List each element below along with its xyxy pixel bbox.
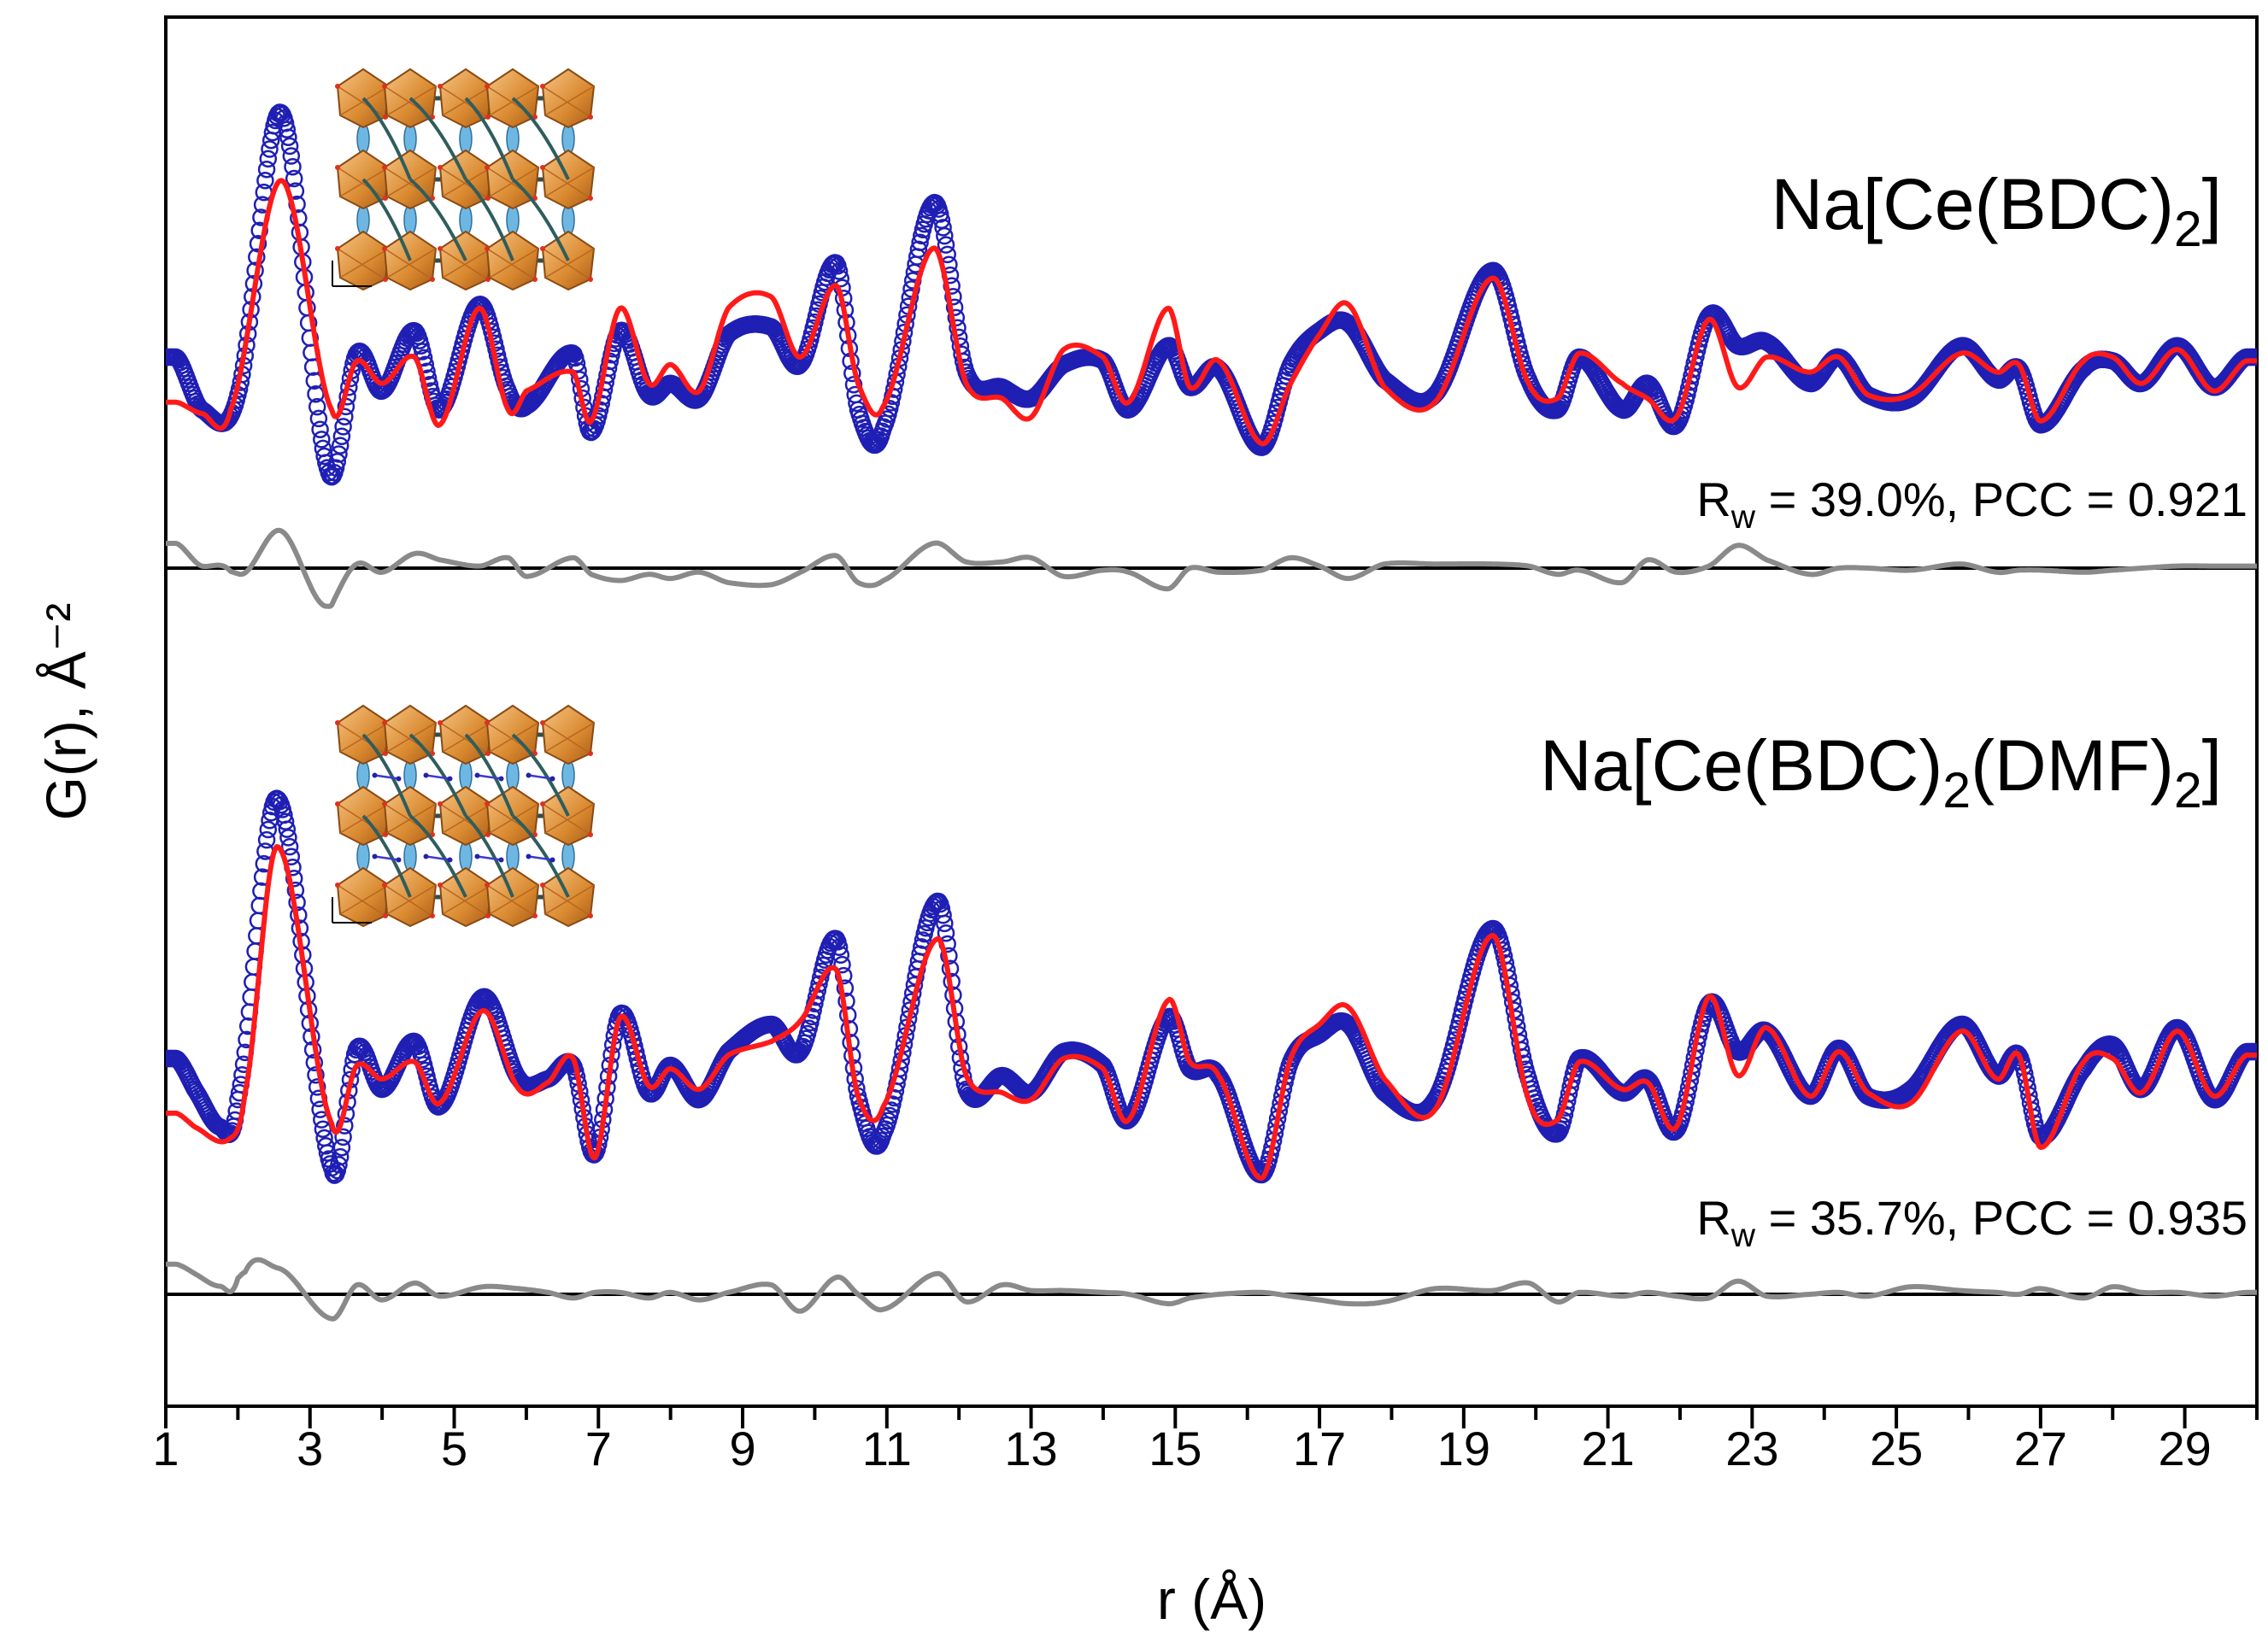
- observed-point: [332, 427, 351, 446]
- observed-point: [944, 287, 962, 306]
- x-tick-label: 23: [1725, 1422, 1778, 1475]
- observed-point: [256, 172, 274, 190]
- observed-point: [313, 431, 331, 449]
- observed-point: [282, 147, 301, 165]
- formula-middle: (DMF): [1971, 725, 2174, 806]
- observed-point: [249, 235, 267, 253]
- observed-point: [830, 262, 849, 280]
- panel-na-ce-bdc2: [166, 103, 2257, 609]
- x-tick-label: 13: [1004, 1422, 1057, 1475]
- observed-point: [936, 914, 954, 933]
- observed-point: [259, 150, 278, 168]
- observed-point: [257, 160, 276, 179]
- panel-label-bottom: Na[Ce(BDC)2(DMF)2]: [1540, 725, 2222, 818]
- observed-point: [911, 233, 929, 251]
- calculated-line: [166, 178, 2257, 447]
- formula-sub: 2: [2174, 202, 2202, 257]
- observed-point: [278, 120, 297, 138]
- observed-point: [285, 870, 303, 888]
- observed-point: [330, 445, 348, 463]
- x-tick-label: 19: [1437, 1422, 1490, 1475]
- observed-point: [810, 975, 828, 993]
- panel-label-top: Na[Ce(BDC)2]: [1772, 164, 2222, 257]
- observed-point: [2247, 348, 2257, 367]
- observed-point: [802, 1013, 820, 1032]
- crystal-structure-inset-top: [332, 67, 596, 291]
- formula-prefix: Na[Ce(BDC): [1540, 725, 1942, 806]
- x-tick-label: 7: [585, 1422, 612, 1475]
- formula-prefix: Na[Ce(BDC): [1772, 164, 2174, 244]
- x-tick-label: 3: [297, 1422, 323, 1475]
- observed-point: [311, 420, 329, 438]
- observed-point: [334, 418, 352, 436]
- observed-point: [280, 137, 299, 155]
- observed-point: [936, 226, 954, 245]
- observed-point: [331, 1147, 350, 1166]
- x-tick-label: 1: [152, 1422, 179, 1475]
- observed-point: [945, 298, 964, 316]
- observed-point: [279, 128, 297, 146]
- observed-point: [833, 955, 851, 974]
- observed-point: [334, 1128, 352, 1146]
- observed-point: [261, 140, 279, 158]
- observed-point: [937, 924, 955, 942]
- observed-series: [166, 789, 2257, 1184]
- y-axis-title: G(r), Å⁻²: [34, 603, 97, 821]
- formula-sub: 2: [2174, 763, 2202, 818]
- plot-frame: [164, 15, 2259, 1408]
- observed-point: [934, 906, 952, 924]
- observed-point: [331, 437, 350, 454]
- observed-point: [831, 946, 850, 965]
- x-axis-title: r (Å): [1157, 1568, 1266, 1631]
- x-tick-label: 5: [441, 1422, 467, 1475]
- observed-point: [259, 820, 278, 839]
- x-tick-label: 17: [1293, 1422, 1346, 1475]
- crystal-structure-inset-bottom: [332, 704, 596, 928]
- formula-suffix: ]: [2202, 725, 2222, 806]
- observed-point: [250, 221, 268, 240]
- observed-point: [328, 453, 347, 471]
- observed-point: [307, 1066, 325, 1084]
- x-tick-label: 29: [2158, 1422, 2211, 1475]
- x-tick-label: 11: [862, 1422, 912, 1475]
- x-tick-label: 21: [1581, 1422, 1634, 1475]
- x-tick-label: 9: [729, 1422, 755, 1475]
- observed-point: [830, 938, 849, 957]
- observed-point: [332, 1138, 351, 1157]
- observed-point: [937, 236, 955, 254]
- panel-na-ce-bdc2-dmf2: [166, 789, 2257, 1322]
- observed-point: [284, 157, 302, 176]
- x-tick-label: 15: [1149, 1422, 1202, 1475]
- calculated-line: [166, 844, 2257, 1181]
- observed-point: [314, 1120, 332, 1138]
- difference-line: [166, 1257, 2257, 1322]
- observed-point: [308, 1078, 326, 1096]
- observed-point: [257, 830, 276, 849]
- observed-point: [947, 308, 966, 327]
- fit-stats-top: Rw = 39.0%, PCC = 0.921: [1696, 472, 2247, 536]
- x-tick-label: 27: [2014, 1422, 2067, 1475]
- observed-point: [934, 219, 952, 237]
- x-tick-label: 25: [1870, 1422, 1923, 1475]
- observed-point: [285, 169, 303, 188]
- observed-point: [414, 343, 432, 361]
- observed-point: [309, 409, 328, 428]
- observed-point: [279, 829, 297, 847]
- observed-point: [278, 820, 297, 838]
- difference-line: [166, 527, 2257, 609]
- formula-sub: 2: [1942, 763, 1971, 818]
- observed-point: [931, 205, 949, 223]
- observed-point: [914, 931, 932, 949]
- observed-point: [831, 269, 850, 288]
- observed-point: [330, 1155, 348, 1174]
- observed-point: [280, 837, 299, 856]
- observed-point: [902, 280, 920, 298]
- observed-point: [2247, 1042, 2257, 1061]
- x-axis: 1 3 5 7 9 11 13 15 17 19 21 23 25 27 29: [152, 1406, 2259, 1475]
- formula-suffix: ]: [2202, 164, 2222, 244]
- observed-point: [308, 397, 326, 416]
- fit-stats-bottom: Rw = 35.7%, PCC = 0.935: [1696, 1191, 2247, 1254]
